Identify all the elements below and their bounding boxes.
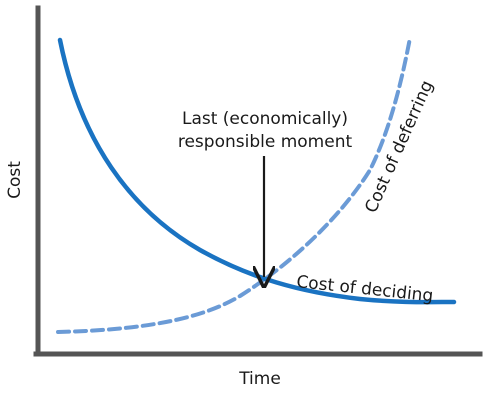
x-axis-label: Time <box>238 369 281 389</box>
annotation-line-1: Last (economically) <box>182 109 348 129</box>
y-axis-label: Cost <box>5 161 25 199</box>
annotation-line-2: responsible moment <box>178 132 353 152</box>
curve-cost-of-deferring <box>56 36 412 334</box>
curve-cost-of-deciding <box>57 37 457 305</box>
label-cost-of-deferring: Cost of deferring <box>361 78 437 216</box>
